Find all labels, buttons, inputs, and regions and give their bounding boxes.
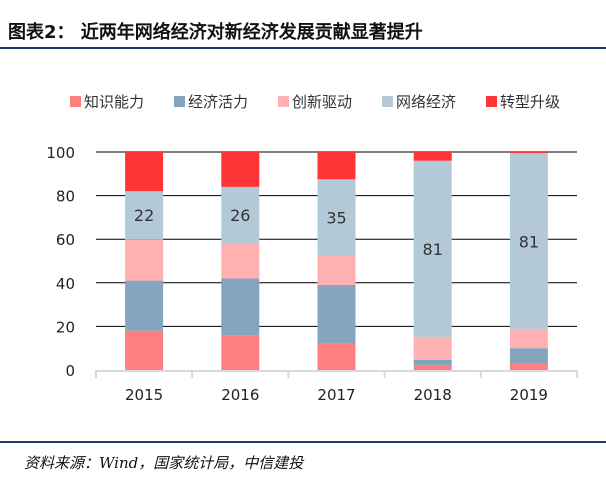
bar-segment: [413, 365, 452, 370]
bar-segment: [317, 179, 356, 256]
legend-swatch: [382, 96, 393, 107]
bar-segment: [413, 337, 452, 360]
bar-segment: [413, 160, 452, 338]
bar-segment: [317, 255, 356, 285]
bar-segment: [509, 329, 548, 349]
legend-swatch: [70, 96, 81, 107]
legend-label: 网络经济: [396, 93, 456, 111]
data-label: 26: [230, 206, 250, 225]
bar-segment: [221, 152, 260, 187]
bar-segment: [221, 278, 260, 336]
legend-label: 创新驱动: [292, 93, 352, 111]
data-label: 22: [134, 206, 154, 225]
x-tick-label: 2017: [317, 386, 355, 404]
source-note: 资料来源：Wind，国家统计局，中信建投: [24, 454, 304, 472]
y-tick-label: 80: [56, 188, 75, 206]
data-label: 35: [326, 208, 346, 227]
chart-title: 图表2： 近两年网络经济对新经济发展贡献显著提升: [8, 22, 423, 43]
legend-swatch: [174, 96, 185, 107]
bar-segment: [317, 284, 356, 344]
bar-segment: [125, 239, 164, 281]
y-tick-label: 20: [56, 318, 75, 336]
bar-segment: [509, 348, 548, 364]
source-divider: [0, 441, 606, 443]
bar-segment: [125, 280, 164, 331]
title-divider: [0, 47, 606, 49]
y-tick-label: 40: [56, 275, 75, 293]
bar-segment: [509, 363, 548, 370]
stacked-bar-chart: 0 20 40 60 80 100 22 2015 26 2016 35 2017 81 2018 81 20…: [46, 93, 578, 404]
x-tick-label: 2015: [125, 386, 163, 404]
x-tick-label: 2019: [510, 386, 548, 404]
data-label: 81: [423, 240, 443, 259]
y-tick-label: 0: [65, 362, 75, 380]
bar-segment: [509, 152, 548, 154]
bar-segment: [125, 152, 164, 192]
y-tick-label: 60: [56, 231, 75, 249]
bar-segment: [413, 152, 452, 161]
legend-swatch: [278, 96, 289, 107]
bar-segment: [125, 191, 164, 240]
bar-segment: [125, 330, 164, 370]
legend-label: 知识能力: [84, 93, 144, 111]
bar-segment: [221, 243, 260, 279]
bar-segment: [317, 343, 356, 370]
bar-segment: [221, 335, 260, 370]
legend-swatch: [486, 96, 497, 107]
x-tick-label: 2018: [414, 386, 452, 404]
legend-label: 经济活力: [188, 93, 248, 111]
bar-segment: [413, 359, 452, 366]
data-label: 81: [519, 232, 539, 251]
bar-segment: [221, 186, 260, 244]
legend-label: 转型升级: [500, 93, 560, 111]
bar-segment: [509, 153, 548, 330]
y-tick-label: 100: [46, 144, 75, 162]
x-tick-label: 2016: [221, 386, 259, 404]
bar-segment: [317, 152, 356, 180]
